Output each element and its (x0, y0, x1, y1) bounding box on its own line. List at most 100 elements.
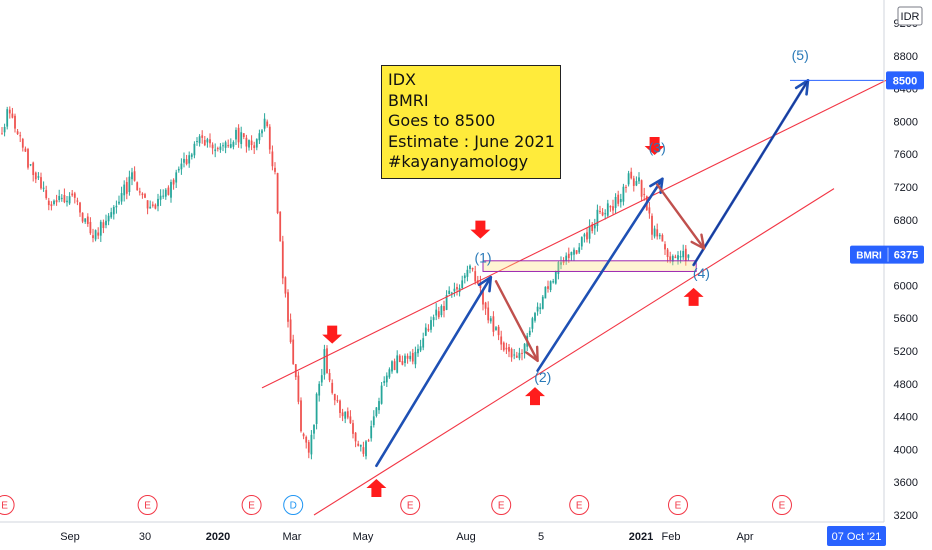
candle-body (289, 319, 292, 343)
candle-body (682, 251, 685, 258)
time-tick-label: 30 (139, 531, 151, 543)
corrective-arrow[interactable] (656, 183, 706, 250)
wave-label: (4) (693, 265, 710, 281)
candle-body (552, 281, 555, 283)
wave-label: (3) (649, 140, 666, 156)
candle-body (268, 126, 271, 150)
candle-body (203, 140, 206, 146)
channel-upper-line[interactable] (261, 79, 887, 389)
earnings-marker[interactable]: E (137, 495, 158, 515)
candle-body (66, 200, 68, 203)
candle-body (34, 172, 37, 180)
earnings-marker[interactable]: E (569, 495, 590, 515)
candle-body (209, 139, 211, 144)
candle-body (393, 361, 396, 370)
time-tick-label: May (353, 531, 374, 543)
candle-body (497, 326, 500, 336)
buy-marker-arrow[interactable] (366, 478, 387, 497)
annotation-note[interactable]: IDX BMRI Goes to 8500 Estimate : June 20… (381, 65, 561, 179)
event-marker-circle (283, 495, 304, 515)
candle-body (164, 189, 167, 197)
currency-badge[interactable]: IDR (897, 6, 923, 26)
earnings-marker[interactable]: E (0, 495, 15, 515)
candle-body (656, 229, 659, 237)
candle-body (372, 416, 375, 426)
sell-marker-arrow[interactable] (644, 137, 665, 155)
candle-body (544, 286, 547, 299)
candle-body (562, 260, 565, 263)
buy-marker-arrow[interactable] (525, 387, 545, 406)
candle-body (635, 181, 638, 186)
candle-body (58, 195, 61, 201)
event-marker-circle (772, 495, 792, 515)
candle-body (435, 309, 438, 316)
channel-lower-line[interactable] (313, 188, 835, 516)
candle-body (638, 177, 640, 182)
candle-body (45, 190, 48, 199)
earnings-marker[interactable]: E (772, 495, 792, 515)
candle-body (120, 193, 123, 202)
candle-body (557, 262, 560, 274)
candle-body (346, 411, 349, 418)
candle-body (198, 136, 201, 144)
earnings-marker[interactable]: E (491, 495, 512, 515)
sell-marker-arrow[interactable] (322, 325, 343, 344)
candle-body (521, 352, 523, 354)
candle-body (370, 425, 373, 439)
candle-body (437, 311, 440, 318)
drawings[interactable]: (1) (2) (3) (4) (5) (261, 47, 887, 516)
candle-body (487, 307, 490, 321)
candle-body (175, 172, 178, 183)
candle-body (580, 237, 583, 247)
support-zone[interactable] (482, 260, 697, 272)
candle-body (240, 132, 243, 145)
earnings-marker[interactable]: E (668, 495, 688, 515)
candle-body (362, 447, 365, 454)
candle-body (469, 265, 471, 269)
candle-body (315, 393, 318, 424)
candle-body (510, 348, 513, 358)
candle-body (328, 373, 331, 381)
event-marker-label: D (290, 501, 297, 512)
earnings-marker[interactable]: E (241, 495, 262, 515)
candle-body (651, 215, 653, 235)
impulse-arrow-shaft (375, 275, 493, 468)
candle-body (157, 198, 159, 207)
event-marker-circle (137, 495, 158, 515)
candle-body (588, 225, 591, 239)
candle-body (183, 158, 185, 163)
candle-body (632, 178, 635, 186)
candle-body (643, 193, 646, 195)
earnings-marker[interactable]: E (400, 495, 421, 515)
candle-body (206, 139, 209, 143)
price-axis[interactable]: 3200360040004400480052005600600064006800… (850, 0, 924, 522)
candle-body (24, 148, 27, 152)
candle-body (167, 187, 170, 195)
impulse-arrow[interactable] (375, 275, 493, 468)
candle-body (53, 200, 55, 205)
candle-body (414, 351, 417, 365)
candle-body (292, 339, 295, 365)
time-axis[interactable]: Sep 30 2020 Mar May Aug 5 2021 Feb Apr 07 Oct '21 (0, 521, 886, 546)
candle-body (502, 342, 505, 351)
candle-body (154, 204, 157, 209)
event-marker-label: E (675, 501, 682, 512)
candle-body (591, 224, 594, 232)
corrective-arrow[interactable] (494, 280, 539, 363)
sell-marker-arrow[interactable] (470, 220, 491, 239)
event-marker-circle (569, 495, 590, 515)
candle-body (461, 280, 464, 289)
wave-label: (2) (534, 369, 551, 385)
candle-body (211, 144, 214, 149)
candle-body (601, 212, 604, 216)
candle-body (500, 336, 503, 345)
candle-body (463, 275, 466, 279)
candle-body (60, 197, 63, 199)
currency-badge-box (897, 6, 923, 26)
candle-body (679, 256, 682, 258)
candle-body (630, 171, 633, 179)
dividend-marker[interactable]: D (283, 495, 304, 515)
buy-marker-arrow[interactable] (683, 287, 704, 306)
candle-body (253, 145, 256, 149)
